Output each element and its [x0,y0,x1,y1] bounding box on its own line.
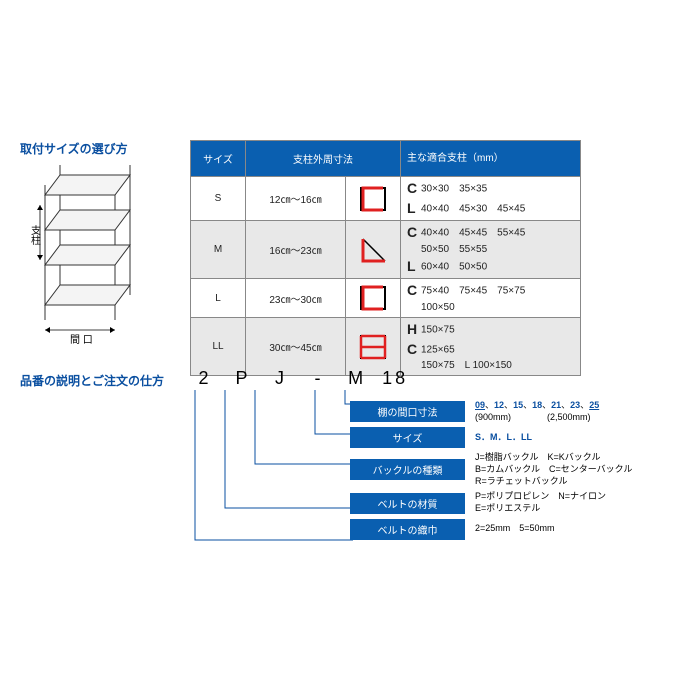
cell-size: M [191,221,246,279]
cell-range: 30㎝～45㎝ [246,317,346,375]
table-header-row: サイズ 支柱外周寸法 主な適合支柱（mm） [191,141,581,177]
legend-label: ベルトの織巾 [350,519,465,540]
th-post: 主な適合支柱（mm） [401,141,581,177]
legend: 棚の間口寸法 09、12、15、18、21、23、25(900mm) (2,500… [350,400,632,544]
th-range: 支柱外周寸法 [246,141,401,177]
legend-desc: S．M．L．LL [475,432,532,444]
cell-posts: C40×40 45×45 55×4550×50 55×55L60×40 50×5… [401,221,581,279]
cell-shape [346,317,401,375]
code-char: P [228,368,258,389]
table-row: LL30㎝～45㎝ H150×75C125×65150×75 L 100×150 [191,317,581,375]
cell-size: S [191,177,246,221]
legend-label: ベルトの材質 [350,493,465,514]
code-char: M [342,368,372,389]
cell-size: L [191,279,246,318]
cell-shape [346,177,401,221]
th-size: サイズ [191,141,246,177]
cell-size: LL [191,317,246,375]
size-table: サイズ 支柱外周寸法 主な適合支柱（mm） S12㎝～16㎝ C30×30 35×… [190,140,581,376]
table-row: L23㎝～30㎝ C75×40 75×45 75×75100×50 [191,279,581,318]
code-char: 18 [380,368,410,389]
table-row: S12㎝～16㎝ C30×30 35×35L40×40 45×30 45×45 [191,177,581,221]
cell-range: 23㎝～30㎝ [246,279,346,318]
cell-shape [346,221,401,279]
legend-desc: 09、12、15、18、21、23、25(900mm) (2,500mm) [475,400,599,423]
legend-desc: P=ポリプロピレン N=ナイロンE=ポリエステル [475,491,606,514]
part-number-section: 品番の説明とご注文の仕方 2 P J - M 18 棚の間口寸法09、12、15… [20,372,680,389]
legend-label: バックルの種類 [350,459,465,480]
legend-row: ベルトの織巾 2=25mm 5=50mm [350,519,632,540]
part-code: 2 P J - M 18 [190,368,410,389]
cell-posts: H150×75C125×65150×75 L 100×150 [401,317,581,375]
cell-posts: C75×40 75×45 75×75100×50 [401,279,581,318]
legend-row: バックルの種類 J=樹脂バックル K=KバックルB=カムバックル C=センターバッ… [350,452,632,487]
cell-shape [346,279,401,318]
code-char: - [304,368,334,389]
legend-row: サイズ S．M．L．LL [350,427,632,448]
legend-label: サイズ [350,427,465,448]
code-char: 2 [190,368,220,389]
bracket-lines [190,390,355,560]
size-table-body: S12㎝～16㎝C30×30 35×35L40×40 45×30 45×45M1… [191,177,581,376]
cell-range: 12㎝～16㎝ [246,177,346,221]
legend-label: 棚の間口寸法 [350,401,465,422]
table-row: M16㎝～23㎝ C40×40 45×45 55×4550×50 55×55L60… [191,221,581,279]
legend-row: 棚の間口寸法 09、12、15、18、21、23、25(900mm) (2,500… [350,400,632,423]
post-label: 支柱 [30,225,41,246]
shelf-diagram: 支柱 間 口 [30,165,160,345]
cell-range: 16㎝～23㎝ [246,221,346,279]
legend-desc: J=樹脂バックル K=KバックルB=カムバックル C=センターバックルR=ラチェ… [475,452,632,487]
code-char: J [266,368,296,389]
opening-label: 間 口 [70,334,93,345]
legend-row: ベルトの材質 P=ポリプロピレン N=ナイロンE=ポリエステル [350,491,632,514]
legend-desc: 2=25mm 5=50mm [475,523,555,535]
cell-posts: C30×30 35×35L40×40 45×30 45×45 [401,177,581,221]
size-selection-section: 取付サイズの選び方 支柱 間 口 [20,140,680,165]
